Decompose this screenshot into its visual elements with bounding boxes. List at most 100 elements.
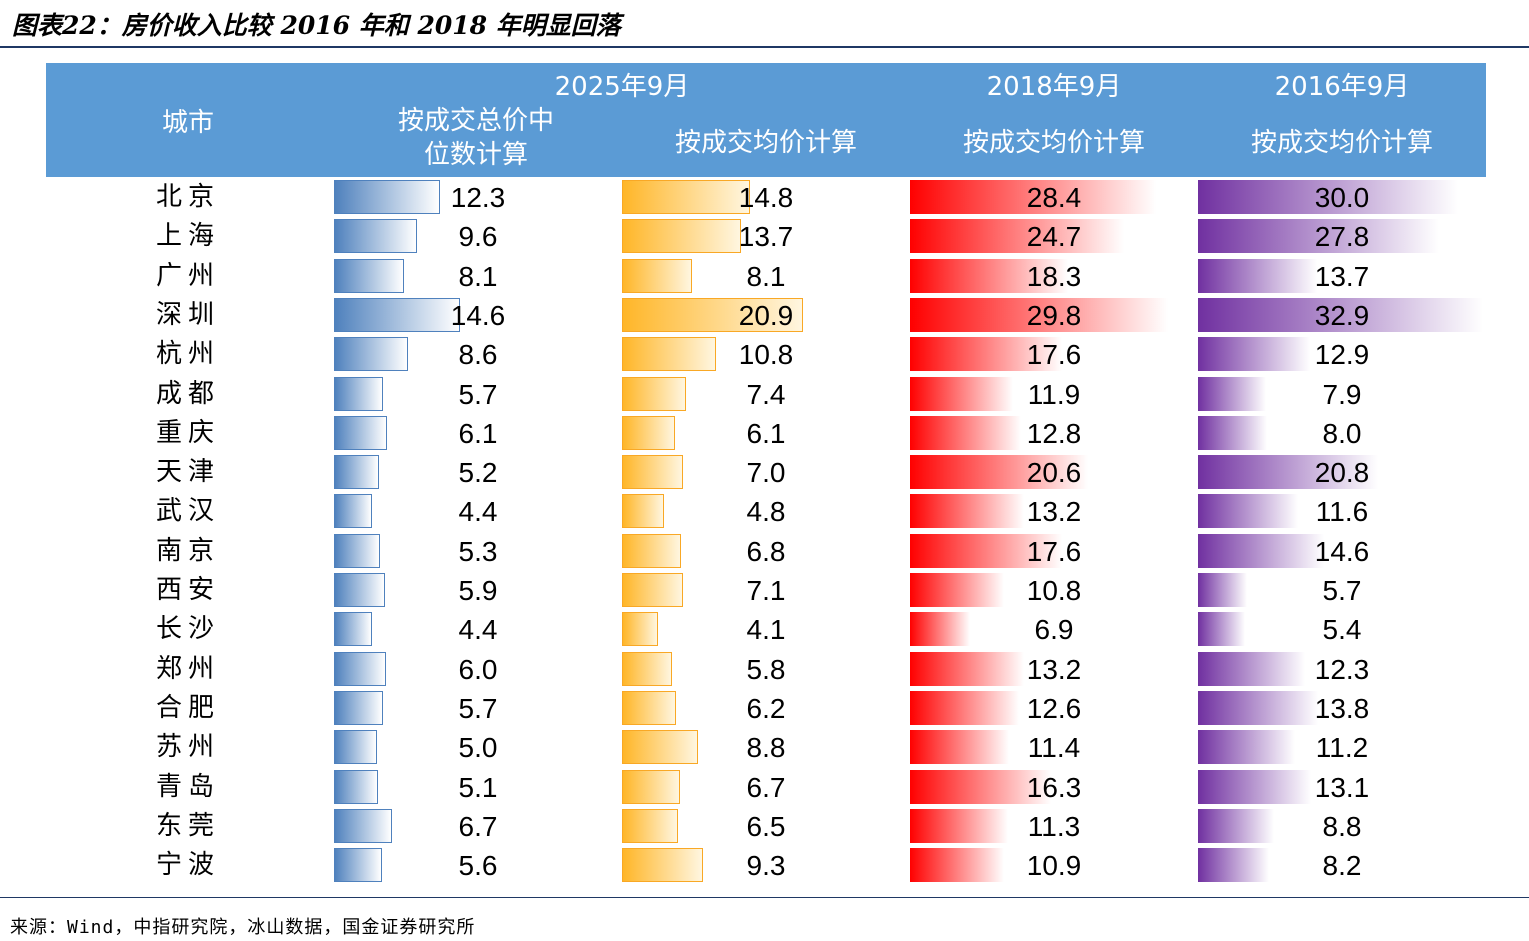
avg-2016-value: 12.9	[1314, 339, 1370, 371]
avg-2025-value: 10.8	[738, 339, 794, 371]
avg-2018-value: 20.6	[1026, 457, 1082, 489]
avg-2016-value: 12.3	[1314, 653, 1370, 685]
avg-2018-value: 13.2	[1026, 496, 1082, 528]
avg-2025-bar	[622, 258, 693, 293]
city-label: 苏州	[155, 732, 220, 763]
avg-2016-bar	[1198, 376, 1267, 411]
table-row: 北京 12.3 14.8 28.4 30.0	[0, 178, 1529, 217]
avg-2018-bar	[910, 651, 1025, 686]
city-label: 东莞	[155, 810, 220, 841]
avg-2016-bar	[1198, 455, 1379, 490]
avg-2016-bar	[1198, 494, 1299, 529]
avg-2025-bar	[622, 376, 687, 411]
avg-2018-value: 24.7	[1026, 221, 1082, 253]
avg-2018-bar	[910, 612, 970, 647]
avg-2025-bar	[622, 219, 741, 254]
median-2025-value: 9.6	[458, 221, 498, 253]
city-label: 上海	[155, 221, 220, 252]
avg-2025-value: 6.2	[746, 692, 786, 724]
median-2025-bar	[334, 297, 460, 332]
avg-2018-bar	[910, 848, 1005, 883]
table-row: 天津 5.2 7.0 20.6 20.8	[0, 453, 1529, 492]
table-row: 长沙 4.4 4.1 6.9 5.4	[0, 610, 1529, 649]
city-label: 北京	[155, 182, 220, 212]
city-label: 成都	[155, 378, 220, 409]
median-2025-bar	[334, 533, 380, 568]
header-group-2018: 2018年9月	[986, 72, 1122, 102]
avg-2025-bar	[622, 808, 679, 843]
avg-2016-bar	[1198, 297, 1483, 332]
avg-2025-bar	[622, 494, 664, 529]
avg-2018-value: 12.8	[1026, 417, 1082, 449]
header-city: 城市	[161, 108, 214, 138]
median-2025-bar	[334, 730, 378, 765]
avg-2018-value: 12.6	[1026, 692, 1082, 724]
avg-2025-value: 4.8	[746, 496, 786, 528]
avg-2025-bar	[622, 180, 751, 214]
table-row: 苏州 5.0 8.8 11.4 11.2	[0, 728, 1529, 767]
avg-2016-value: 20.8	[1314, 457, 1370, 489]
avg-2016-value: 13.8	[1314, 692, 1370, 724]
avg-2018-value: 11.3	[1027, 810, 1081, 842]
median-2025-value: 5.9	[458, 575, 498, 606]
table-row: 合肥 5.7 6.2 12.6 13.8	[0, 689, 1529, 728]
city-label: 杭州	[155, 339, 220, 370]
avg-2016-value: 13.7	[1314, 260, 1370, 292]
avg-2025-value: 5.8	[746, 653, 786, 685]
table-row: 东莞 6.7 6.5 11.3 8.8	[0, 807, 1529, 846]
avg-2016-value: 7.9	[1322, 378, 1362, 410]
header-group-2025: 2025年9月	[554, 72, 690, 102]
median-2025-value: 8.6	[458, 339, 498, 371]
figure-title: 图表22：房价收入比较 2016 年和 2018 年明显回落	[12, 11, 621, 40]
median-2025-value: 14.6	[450, 299, 506, 331]
median-2025-bar	[334, 455, 379, 490]
median-2025-value: 5.7	[458, 378, 498, 410]
median-2025-bar	[334, 415, 387, 450]
avg-2018-bar	[910, 258, 1069, 293]
avg-2025-value: 7.0	[746, 457, 786, 489]
city-label: 广州	[155, 260, 220, 291]
avg-2018-bar	[910, 494, 1025, 529]
median-2025-bar	[334, 808, 392, 843]
avg-2018-value: 16.3	[1026, 771, 1082, 803]
avg-2016-bar	[1198, 219, 1439, 254]
median-2025-value: 6.7	[458, 810, 498, 842]
table-row: 重庆 6.1 6.1 12.8 8.0	[0, 414, 1529, 453]
avg-2016-bar	[1198, 415, 1268, 450]
table-row: 西安 5.9 7.1 10.8 5.7	[0, 571, 1529, 610]
avg-2016-bar	[1198, 651, 1305, 686]
table-row: 广州 8.1 8.1 18.3 13.7	[0, 257, 1529, 296]
avg-2018-bar	[910, 730, 1009, 765]
avg-2018-value: 6.9	[1034, 614, 1074, 646]
table-row: 深圳 14.6 20.9 29.8 32.9	[0, 296, 1529, 335]
avg-2018-bar	[910, 533, 1063, 568]
city-label: 长沙	[155, 614, 220, 645]
avg-2025-bar	[622, 769, 681, 804]
avg-2018-value: 28.4	[1026, 182, 1082, 213]
avg-2018-bar	[910, 769, 1052, 804]
city-label: 合肥	[155, 692, 220, 723]
avg-2025-value: 13.7	[738, 221, 794, 253]
avg-2025-bar	[622, 533, 681, 568]
avg-2016-value: 11.2	[1315, 732, 1369, 764]
table-row: 杭州 8.6 10.8 17.6 12.9	[0, 335, 1529, 374]
avg-2025-bar	[622, 651, 673, 686]
median-2025-bar	[334, 848, 383, 883]
city-label: 南京	[155, 535, 220, 566]
header-col-avg-2016: 按成交均价计算	[1250, 128, 1433, 158]
avg-2018-bar	[910, 376, 1014, 411]
avg-2018-value: 29.8	[1026, 299, 1082, 331]
city-label: 青岛	[155, 771, 220, 802]
avg-2016-value: 8.8	[1322, 810, 1362, 842]
city-label: 重庆	[155, 417, 220, 448]
avg-2016-value: 5.4	[1322, 614, 1362, 646]
median-2025-value: 5.3	[458, 535, 498, 567]
avg-2018-value: 10.8	[1026, 575, 1082, 606]
avg-2018-value: 17.6	[1026, 535, 1082, 567]
avg-2018-value: 13.2	[1026, 653, 1082, 685]
avg-2025-value: 4.1	[746, 614, 786, 646]
median-2025-bar	[334, 258, 404, 293]
avg-2016-bar	[1198, 612, 1245, 647]
avg-2025-bar	[622, 297, 803, 332]
median-2025-bar	[334, 494, 372, 529]
